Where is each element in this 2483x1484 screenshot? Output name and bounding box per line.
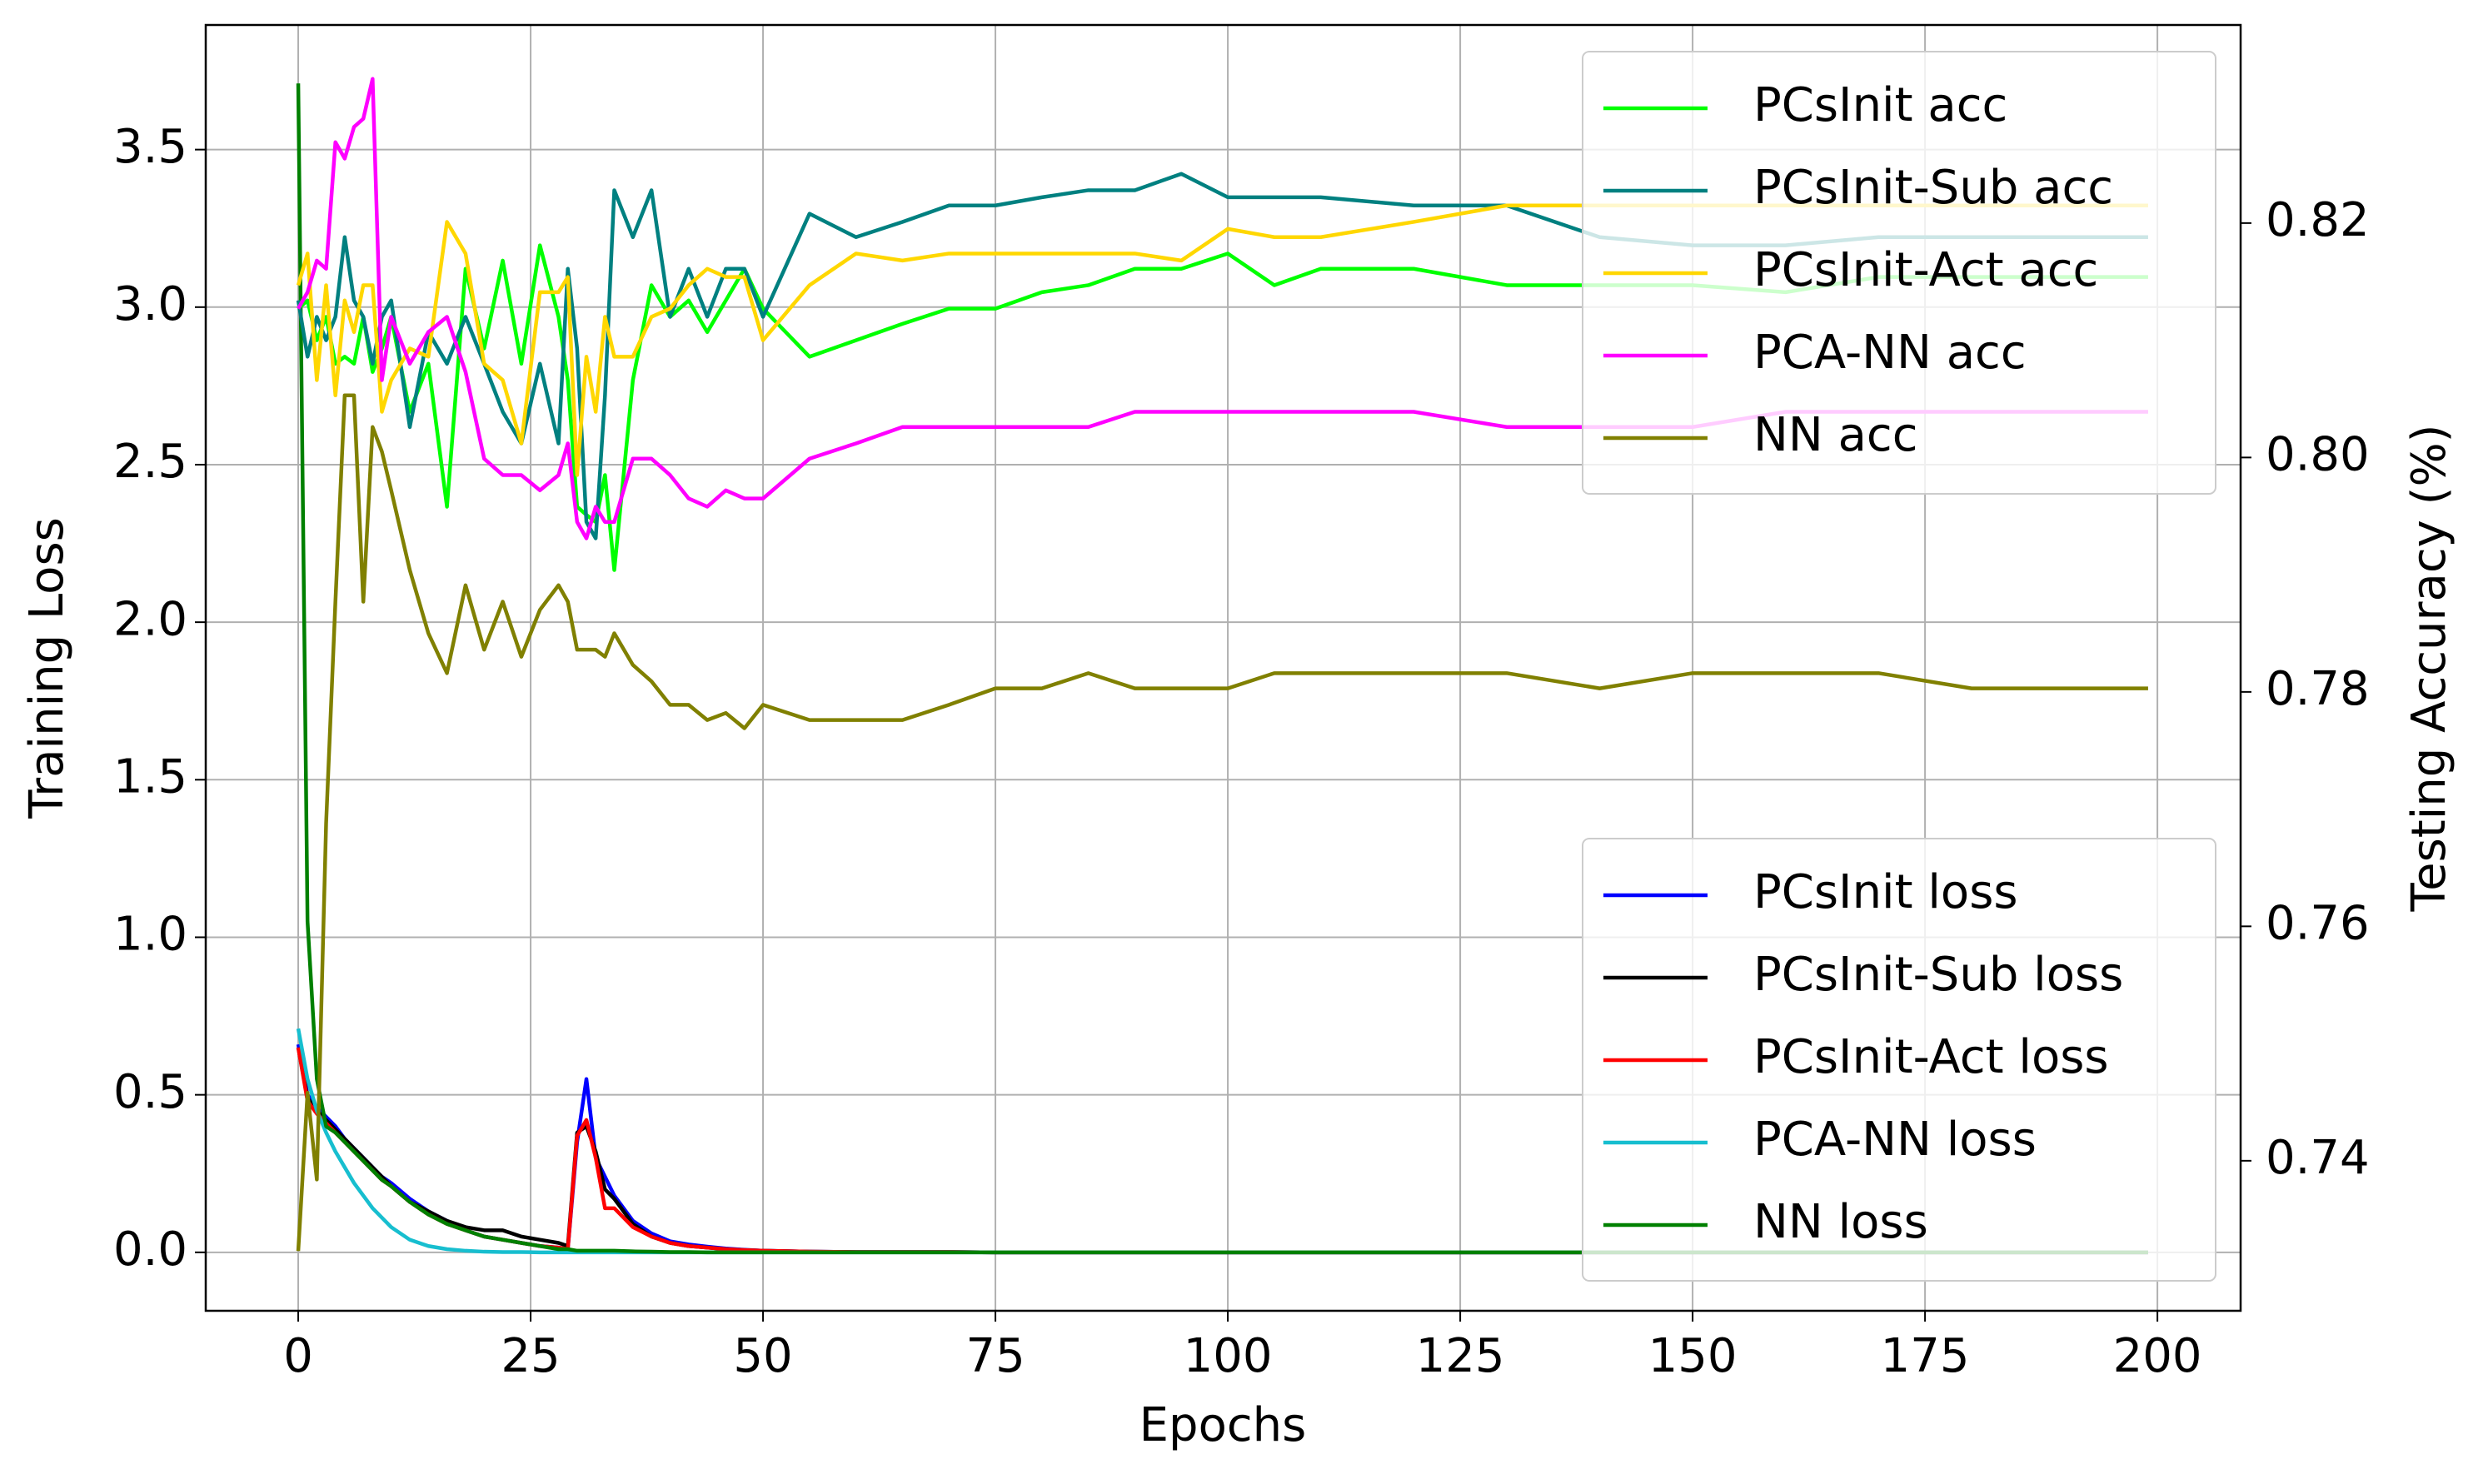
legend-label: PCsInit-Act acc <box>1753 243 2098 297</box>
line-series <box>296 172 2148 540</box>
line-series <box>296 393 2148 1252</box>
legend-label: NN acc <box>1753 408 1917 462</box>
y2-tick-label: 0.78 <box>2266 662 2370 716</box>
y-tick-label: 1.0 <box>113 908 187 962</box>
legend: PCsInit loss PCsInit-Sub loss PCsInit-Act … <box>1582 838 2216 1282</box>
y2-tick-label: 0.74 <box>2266 1131 2370 1185</box>
y2-tick-label: 0.82 <box>2266 193 2370 247</box>
legend-label: PCsInit loss <box>1753 865 2018 919</box>
y2-tick-label: 0.80 <box>2266 427 2370 481</box>
legend-box <box>1582 838 2216 1282</box>
y-axis-label: Training Loss <box>20 517 74 819</box>
y-tick-label: 0.5 <box>113 1065 187 1119</box>
x-tick-label: 50 <box>733 1329 792 1383</box>
y-tick-label: 2.0 <box>113 592 187 646</box>
x-tick-label: 0 <box>283 1329 313 1383</box>
y2-tick-label: 0.76 <box>2266 896 2370 950</box>
x-tick-label: 100 <box>1184 1329 1273 1383</box>
legend-label: NN loss <box>1753 1195 1928 1249</box>
legend: PCsInit acc PCsInit-Sub acc PCsInit-Act ac… <box>1582 51 2216 495</box>
y-tick-label: 0.0 <box>113 1223 187 1277</box>
legend-label: PCsInit-Sub loss <box>1753 948 2123 1002</box>
legend-label: PCsInit-Sub acc <box>1753 161 2113 215</box>
y-tick-label: 2.5 <box>113 435 187 489</box>
x-tick-label: 125 <box>1416 1329 1505 1383</box>
legend-box <box>1582 51 2216 495</box>
legend-label: PCA-NN loss <box>1753 1113 2037 1167</box>
x-axis-label: Epochs <box>1139 1398 1307 1452</box>
plot-area <box>296 77 2148 1255</box>
plot-frame <box>204 23 2242 1312</box>
y-tick-label: 3.0 <box>113 277 187 331</box>
x-tick-label: 175 <box>1881 1329 1970 1383</box>
y2-axis-label: Testing Accuracy (%) <box>2402 424 2456 912</box>
legend-label: PCA-NN acc <box>1753 326 2027 380</box>
x-tick-label: 200 <box>2113 1329 2202 1383</box>
line-series <box>297 77 2148 540</box>
x-tick-label: 25 <box>501 1329 560 1383</box>
x-tick-label: 150 <box>1648 1329 1738 1383</box>
x-tick-label: 75 <box>965 1329 1025 1383</box>
y-tick-label: 1.5 <box>113 749 187 804</box>
legend-label: PCsInit acc <box>1753 78 2007 132</box>
line-series <box>296 83 2148 1255</box>
line-series <box>296 203 2148 477</box>
legend-label: PCsInit-Act loss <box>1753 1030 2109 1084</box>
y-tick-label: 3.5 <box>113 120 187 174</box>
